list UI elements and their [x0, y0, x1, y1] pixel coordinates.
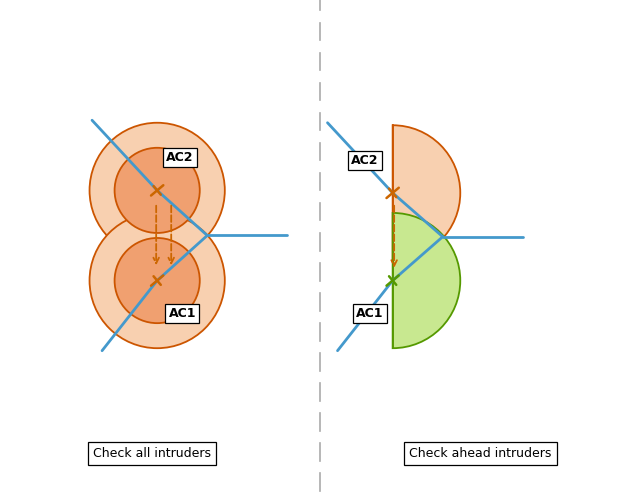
Text: AC2: AC2	[166, 151, 193, 164]
Text: Check ahead intruders: Check ahead intruders	[409, 447, 552, 460]
Circle shape	[90, 213, 225, 348]
Circle shape	[115, 238, 200, 323]
Text: Check all intruders: Check all intruders	[93, 447, 211, 460]
Circle shape	[90, 123, 225, 258]
Circle shape	[115, 148, 200, 233]
Wedge shape	[393, 125, 460, 261]
Wedge shape	[393, 213, 460, 348]
Text: AC2: AC2	[351, 154, 379, 167]
Text: AC1: AC1	[168, 307, 196, 320]
Text: AC1: AC1	[356, 307, 384, 320]
